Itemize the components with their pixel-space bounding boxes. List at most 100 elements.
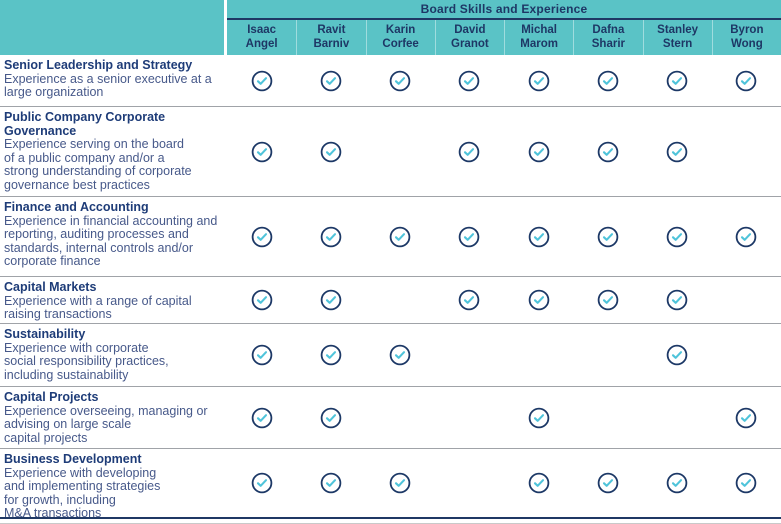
- check-circle-icon: [736, 226, 757, 247]
- check-cell: [643, 197, 712, 276]
- check-circle-icon: [320, 141, 342, 162]
- check-cell: [296, 55, 365, 106]
- skill-description: Experience with developing and implement…: [4, 465, 161, 517]
- member-first-name: Michal: [521, 24, 558, 36]
- check-cell: [435, 197, 504, 276]
- skill-description: Experience serving on the board of a pub…: [4, 137, 192, 192]
- member-first-name: Byron: [730, 24, 764, 36]
- column-header-byron-wong: Byron Wong: [711, 20, 781, 55]
- skill-title: Finance and Accounting: [4, 200, 149, 214]
- check-circle-icon: [320, 472, 342, 494]
- check-circle-icon: [251, 70, 272, 91]
- check-circle-icon: [320, 70, 342, 91]
- check-circle-icon: [459, 141, 480, 162]
- check-cell: [296, 277, 365, 323]
- skill-title: Sustainability: [4, 327, 86, 341]
- check-cell: [435, 107, 504, 196]
- check-cell: [227, 197, 296, 276]
- check-cell: [504, 449, 573, 517]
- skill-title: Senior Leadership and Strategy: [4, 58, 193, 72]
- skill-description: Experience in financial accounting and r…: [4, 213, 218, 268]
- skill-title: Capital Markets: [4, 280, 97, 294]
- skill-description: Experience overseeing, managing or advis…: [4, 403, 208, 445]
- check-cell: [227, 449, 296, 517]
- skill-info-cell: Public Company Corporate Governance Exper…: [0, 107, 227, 196]
- skill-info-cell: Business Development Experience with deve…: [0, 449, 227, 517]
- check-cell: [227, 55, 296, 106]
- member-first-name: Karin: [385, 24, 416, 36]
- skill-description: Experience as a senior executive at a la…: [4, 71, 212, 99]
- skill-info-cell: Capital Projects Experience overseeing, m…: [0, 387, 227, 448]
- empty-cell: [435, 324, 504, 386]
- check-cell: [435, 277, 504, 323]
- check-circle-icon: [320, 407, 342, 428]
- skill-title: Business Development: [4, 452, 142, 466]
- check-cell: [296, 324, 365, 386]
- check-cell: [296, 387, 365, 448]
- check-circle-icon: [597, 472, 619, 494]
- check-circle-icon: [389, 344, 411, 366]
- check-cell: [573, 55, 642, 106]
- skill-row: Senior Leadership and Strategy Experience…: [0, 55, 781, 107]
- bottom-spacer: [0, 519, 781, 523]
- skill-title: Capital Projects: [4, 390, 99, 404]
- skill-description: Experience with a range of capital raisi…: [4, 293, 192, 321]
- check-circle-icon: [528, 226, 549, 247]
- member-first-name: Ravit: [317, 24, 346, 36]
- check-circle-icon: [320, 226, 342, 247]
- table-body: Senior Leadership and Strategy Experience…: [0, 55, 781, 519]
- column-header-karin-corfee: Karin Corfee: [365, 20, 435, 55]
- check-cell: [296, 197, 365, 276]
- empty-cell: [435, 449, 504, 517]
- check-cell: [712, 55, 781, 106]
- check-circle-icon: [251, 472, 272, 494]
- member-last-name: Barniv: [313, 37, 350, 50]
- member-first-name: Isaac: [247, 24, 277, 36]
- check-circle-icon: [528, 472, 549, 494]
- check-cell: [227, 324, 296, 386]
- skill-info-cell: Capital Markets Experience with a range o…: [0, 277, 227, 323]
- check-cell: [643, 324, 712, 386]
- empty-cell: [366, 387, 435, 448]
- check-circle-icon: [528, 141, 549, 162]
- header-row: Board Skills and Experience Isaac Angel Ra…: [0, 0, 781, 55]
- check-circle-icon: [459, 226, 480, 247]
- check-cell: [366, 324, 435, 386]
- check-circle-icon: [736, 472, 757, 494]
- check-cell: [504, 197, 573, 276]
- check-circle-icon: [251, 141, 272, 162]
- check-circle-icon: [389, 70, 411, 91]
- check-circle-icon: [320, 344, 342, 366]
- check-cell: [296, 107, 365, 196]
- check-cell: [366, 449, 435, 517]
- check-cell: [643, 55, 712, 106]
- skill-row: Capital Projects Experience overseeing, m…: [0, 387, 781, 449]
- empty-cell: [573, 324, 642, 386]
- check-circle-icon: [389, 472, 411, 494]
- check-cell: [366, 55, 435, 106]
- empty-cell: [643, 387, 712, 448]
- check-cell: [296, 449, 365, 517]
- column-header-stanley-stern: Stanley Stern: [642, 20, 712, 55]
- check-circle-icon: [528, 70, 549, 91]
- check-circle-icon: [666, 289, 688, 311]
- skill-row: Business Development Experience with deve…: [0, 449, 781, 519]
- skill-info-cell: Finance and Accounting Experience in fina…: [0, 197, 227, 276]
- check-circle-icon: [528, 289, 549, 311]
- member-last-name: Sharir: [591, 37, 625, 50]
- member-last-name: Marom: [520, 37, 558, 50]
- skill-title: Public Company Corporate Governance: [4, 110, 166, 138]
- check-cell: [712, 387, 781, 448]
- empty-cell: [712, 324, 781, 386]
- corner-cell: [0, 0, 227, 55]
- member-first-name: Stanley: [657, 24, 699, 36]
- member-first-name: David: [454, 24, 486, 36]
- member-last-name: Corfee: [382, 37, 419, 50]
- check-circle-icon: [251, 226, 272, 247]
- check-cell: [227, 277, 296, 323]
- check-circle-icon: [528, 407, 549, 428]
- empty-cell: [504, 324, 573, 386]
- check-cell: [227, 107, 296, 196]
- check-cell: [643, 277, 712, 323]
